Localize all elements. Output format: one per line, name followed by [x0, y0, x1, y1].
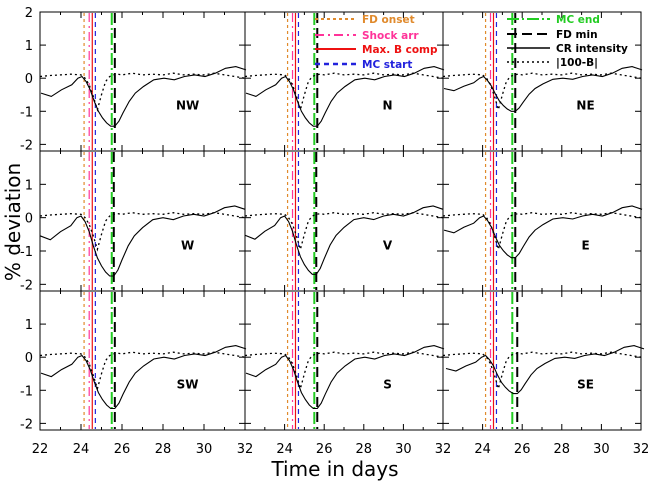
panel-grid: NW N NE W V E SW S SE	[39, 11, 645, 431]
cr-intensity-curve	[443, 66, 643, 112]
x-tick-label: 22	[32, 442, 49, 457]
b-deviation-curve	[244, 212, 444, 252]
legend-label-shock-arr: Shock arr	[362, 30, 419, 42]
y-tick-label: 1	[25, 39, 33, 54]
panel-label: SW	[177, 378, 199, 392]
panel-label: NE	[576, 99, 594, 113]
panel-s: S	[244, 290, 445, 431]
y-tick-label: -1	[20, 105, 33, 120]
panel-label: N	[383, 99, 393, 113]
x-tick-label: 28	[155, 442, 172, 457]
b-deviation-curve	[244, 351, 444, 391]
x-tick-label: 32	[237, 442, 254, 457]
axis-tick-labels: 2 1 0 -1 -2 1 0 -1 -2 1 0 -1 -2 22 24 26 28 30 32 24 26 28 30 3…	[20, 6, 649, 457]
x-tick-label: 26	[514, 442, 531, 457]
panel-frame	[442, 150, 642, 292]
x-tick-label: 30	[593, 442, 610, 457]
x-tick-label: 26	[114, 442, 131, 457]
panel-w: W	[39, 150, 246, 292]
x-tick-label: 24	[73, 442, 90, 457]
y-axis-title: % deviation	[1, 163, 25, 281]
x-tick-label: 32	[633, 442, 650, 457]
b-deviation-curve	[442, 72, 642, 112]
x-tick-label: 24	[276, 442, 293, 457]
y-tick-label: -1	[20, 245, 33, 260]
y-tick-label: 0	[25, 212, 33, 227]
panel-label: W	[181, 238, 194, 252]
panel-label: SE	[577, 378, 594, 392]
panel-ne: NE	[442, 11, 643, 152]
panel-sw: SW	[39, 290, 247, 431]
y-tick-label: 2	[25, 6, 33, 21]
panel-frame	[442, 290, 642, 431]
x-tick-label: 30	[196, 442, 213, 457]
y-tick-label: -2	[20, 278, 33, 293]
y-tick-label: -2	[20, 417, 33, 432]
y-tick-label: -1	[20, 384, 33, 399]
cr-intensity-curve	[244, 205, 444, 275]
b-deviation-curve	[442, 212, 642, 252]
y-tick-label: 0	[25, 351, 33, 366]
legend-label-mc-end: MC end	[556, 14, 600, 26]
x-tick-label: 28	[554, 442, 571, 457]
x-axis-title: Time in days	[270, 457, 398, 481]
panel-frame	[39, 150, 246, 292]
legend-right: MC end FD min CR intensity |100-B|	[507, 14, 628, 69]
cr-intensity-curve	[245, 345, 445, 410]
cr-intensity-curve	[39, 205, 246, 277]
y-tick-label: 1	[25, 178, 33, 193]
b-deviation-curve	[39, 212, 246, 252]
x-tick-label: 30	[395, 442, 412, 457]
panel-label: V	[383, 238, 393, 252]
x-tick-label: 24	[474, 442, 491, 457]
panel-label: S	[383, 378, 392, 392]
x-tick-label: 32	[435, 442, 452, 457]
panel-label: NW	[176, 99, 199, 113]
cr-intensity-curve	[443, 205, 643, 259]
legend-label-fd-min: FD min	[556, 29, 598, 41]
y-tick-label: -2	[20, 138, 33, 153]
cr-intensity-curve	[40, 66, 247, 127]
panel-frame	[244, 150, 444, 292]
legend-label-cr: CR intensity	[556, 43, 628, 55]
panel-frame	[442, 11, 642, 152]
panel-se: SE	[442, 290, 645, 431]
cr-intensity-curve	[40, 345, 247, 410]
b-deviation-curve	[244, 72, 444, 112]
panel-frame	[39, 11, 246, 152]
legend-label-max-b: Max. B comp	[362, 44, 438, 56]
cr-intensity-curve	[245, 66, 445, 127]
legend-label-fd-onset: FD onset	[362, 14, 415, 26]
panel-frame	[39, 290, 246, 431]
b-deviation-curve	[39, 351, 246, 391]
x-tick-label: 26	[316, 442, 333, 457]
b-deviation-curve	[39, 72, 246, 112]
panel-label: E	[581, 238, 589, 252]
legend-label-b: |100-B|	[556, 57, 598, 69]
panel-e: E	[442, 150, 643, 292]
legend-label-mc-start: MC start	[362, 59, 412, 71]
x-tick-label: 28	[356, 442, 373, 457]
panel-frame	[244, 290, 444, 431]
y-tick-label: 1	[25, 318, 33, 333]
panel-v: V	[244, 150, 444, 292]
legend-left: FD onset Shock arr Max. B comp MC start	[315, 14, 438, 71]
y-tick-label: 0	[25, 72, 33, 87]
panel-nw: NW	[39, 11, 247, 152]
cr-intensity-curve	[445, 345, 645, 395]
b-deviation-curve	[442, 351, 642, 391]
